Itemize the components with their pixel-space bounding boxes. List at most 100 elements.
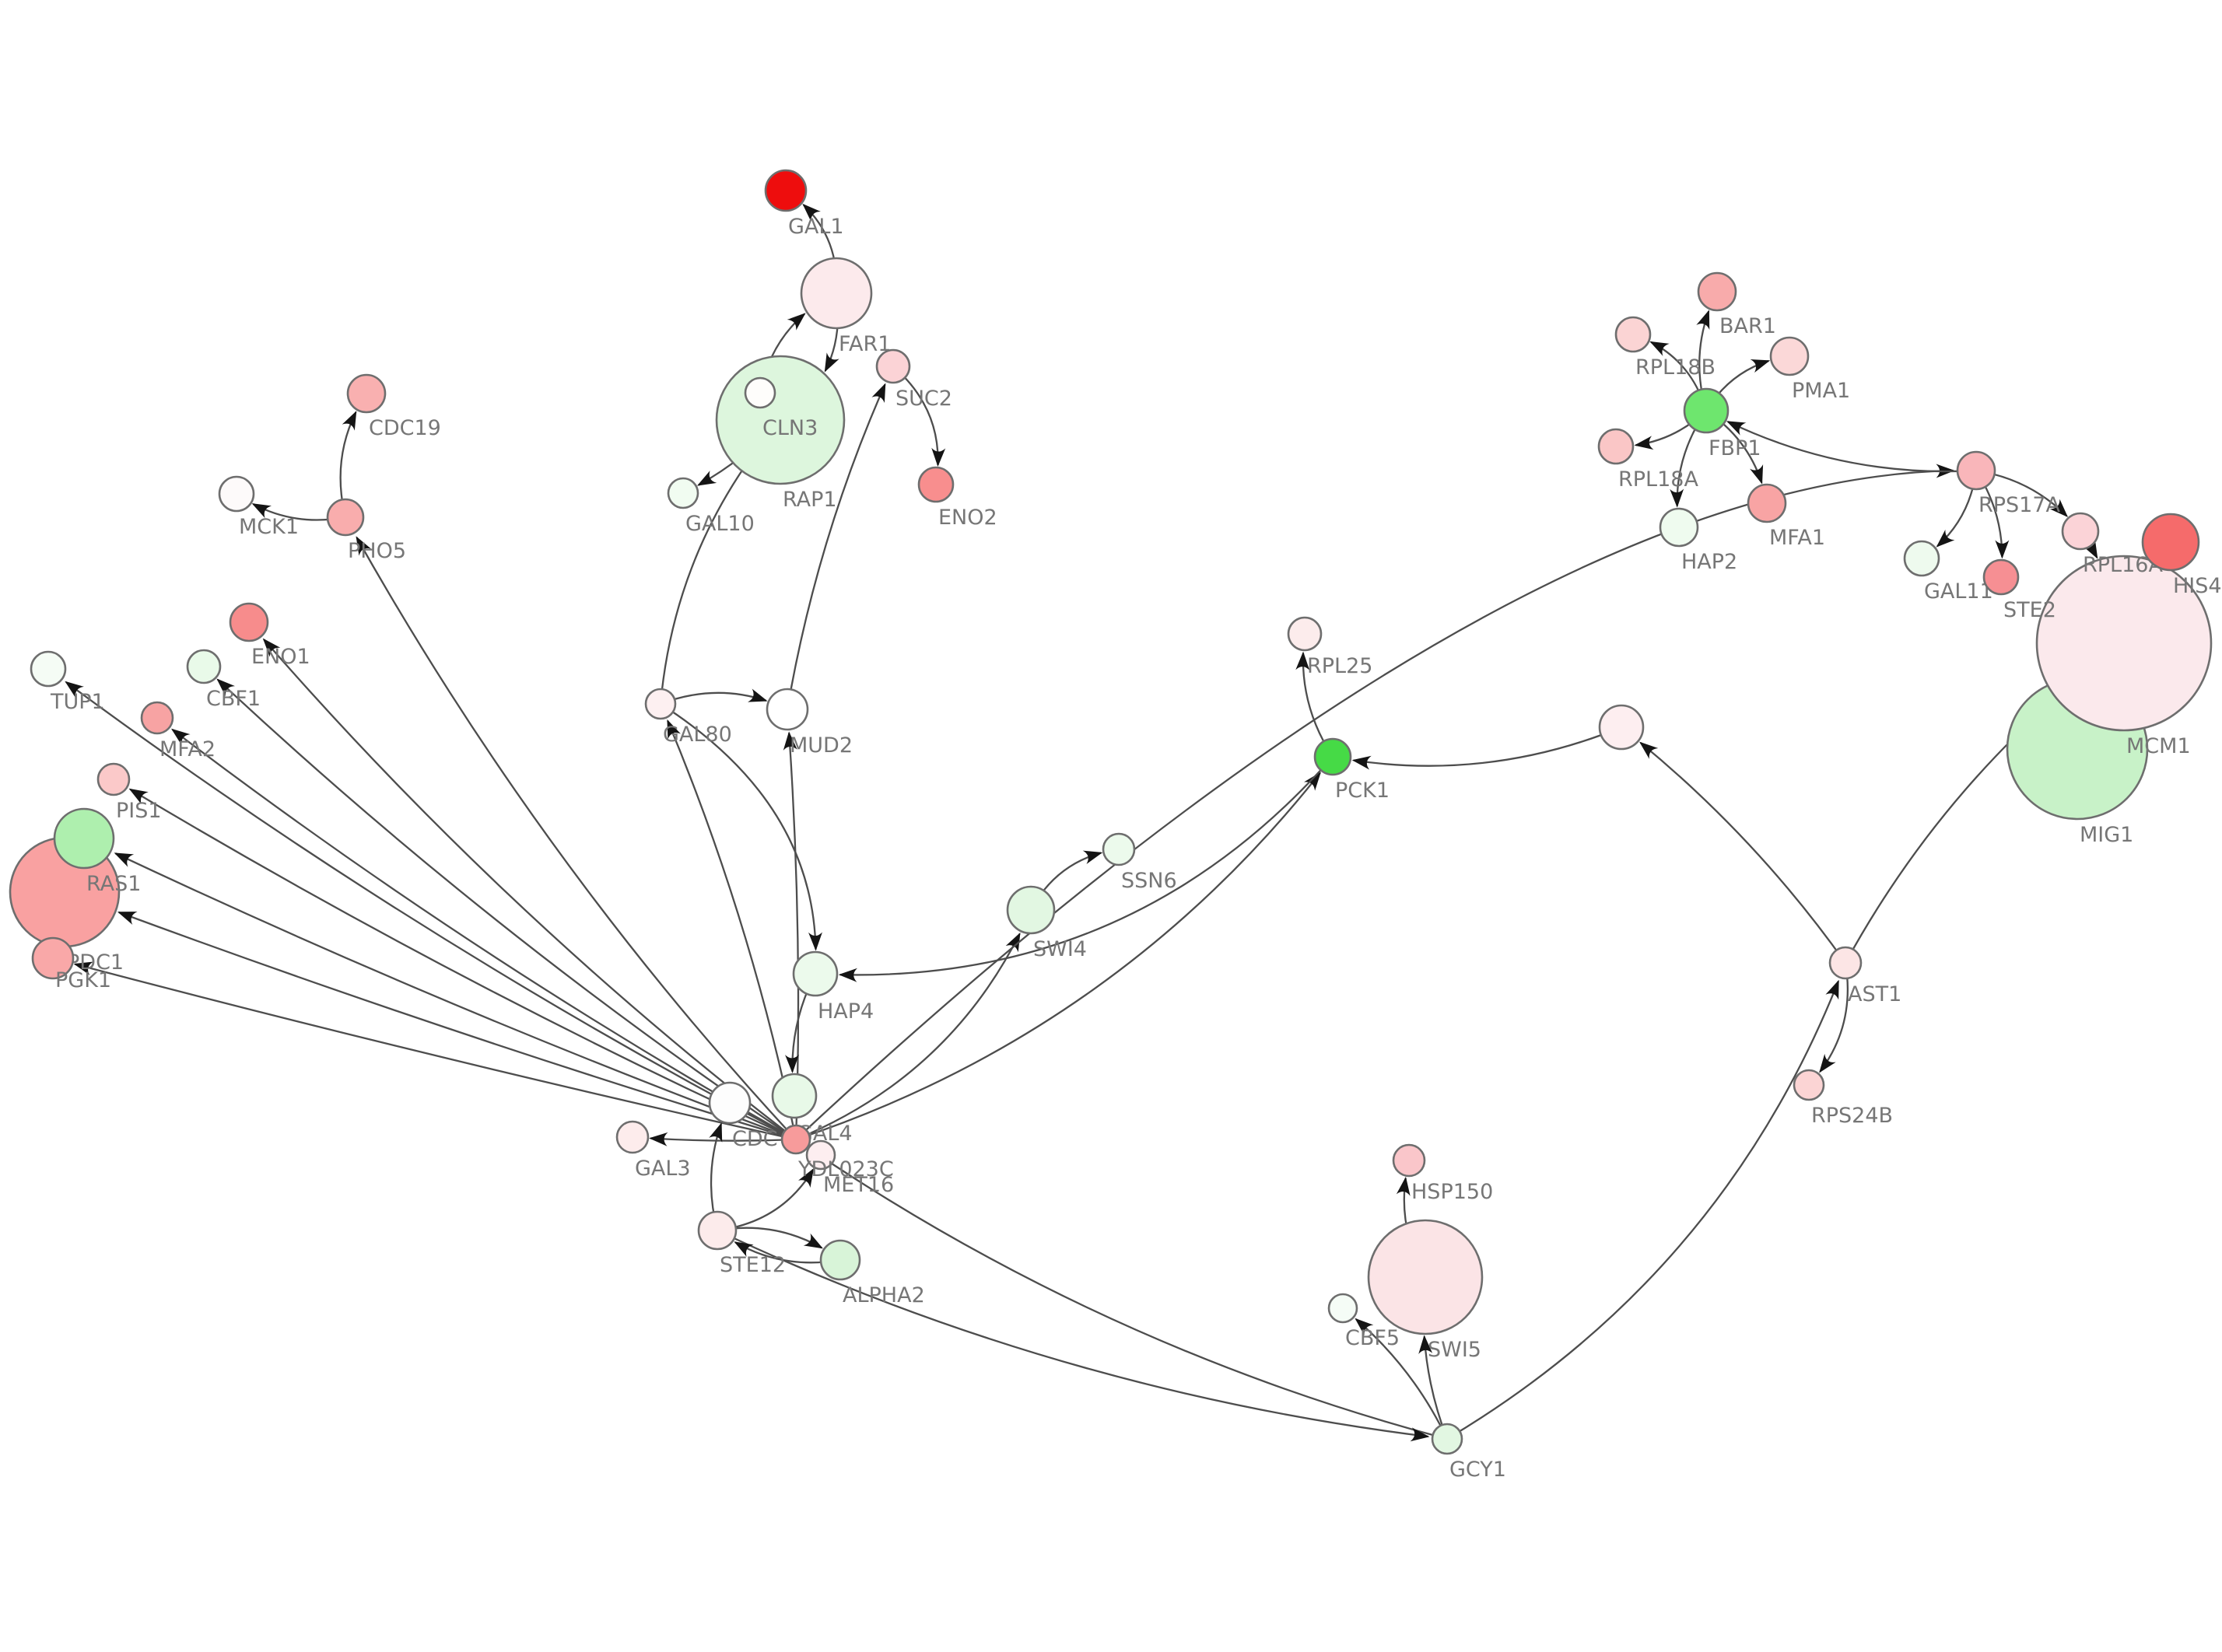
node-MUD2[interactable] <box>766 688 809 731</box>
node-label-MFA2: MFA2 <box>159 737 216 761</box>
node-MFA2[interactable] <box>140 701 174 735</box>
node-SWI5[interactable] <box>1367 1219 1484 1335</box>
node-label-RPL18A: RPL18A <box>1618 467 1698 492</box>
node-label-CBF1: CBF1 <box>206 687 261 711</box>
node-CBF5[interactable] <box>1327 1293 1358 1324</box>
node-ENO1[interactable] <box>229 602 269 642</box>
node-label-GAL80: GAL80 <box>663 723 732 747</box>
edge-STE12-GCY1[interactable] <box>717 1229 1430 1442</box>
edge-YDL023C-PGK1[interactable] <box>73 961 797 1141</box>
edge-YDL023C-RAS1[interactable] <box>114 852 797 1141</box>
node-label-RPL18B: RPL18B <box>1635 355 1716 380</box>
node-label-FAR1: FAR1 <box>839 332 891 356</box>
node-SSN6[interactable] <box>1102 832 1136 866</box>
edge-YDL023C-RPS17A[interactable] <box>795 464 1955 1140</box>
node-PMA1[interactable] <box>1769 336 1810 376</box>
node-FBP1[interactable] <box>1683 387 1730 434</box>
node-HAP2[interactable] <box>1659 507 1699 548</box>
node-label-CDC19: CDC19 <box>369 416 441 440</box>
node-label-GAL10: GAL10 <box>685 512 755 536</box>
edge-YDL023C-PIS1[interactable] <box>128 788 797 1141</box>
node-GAL4[interactable] <box>771 1073 818 1119</box>
node-ALPHA2[interactable] <box>819 1239 861 1281</box>
node-label-MCM1: MCM1 <box>2126 734 2191 758</box>
node-RPS24B[interactable] <box>1793 1069 1825 1101</box>
node-CLN3[interactable] <box>744 376 776 409</box>
node-label-AST1: AST1 <box>1848 982 1901 1006</box>
node-YDL023C[interactable] <box>780 1124 811 1155</box>
node-label-HIS4: HIS4 <box>2173 574 2222 598</box>
node-RPS17A[interactable] <box>1956 450 1996 491</box>
node-label-PMA1: PMA1 <box>1792 379 1850 403</box>
node-PGK1[interactable] <box>31 936 75 980</box>
node-GAL11[interactable] <box>1903 540 1940 577</box>
edge-YDL023C-PHO5[interactable] <box>356 536 797 1140</box>
node-label-ENO2: ENO2 <box>938 506 997 530</box>
node-GAL1[interactable] <box>764 169 808 212</box>
node-RPL25[interactable] <box>1287 616 1323 652</box>
node-SUC2[interactable] <box>875 348 911 384</box>
node-HIS4[interactable] <box>2141 513 2200 572</box>
edge-GAL80-MUD2[interactable] <box>660 688 768 705</box>
node-label-HAP2: HAP2 <box>1681 550 1737 574</box>
edge-GCY1-CBF5[interactable] <box>1355 1318 1449 1440</box>
node-NODE_X[interactable] <box>1598 704 1645 751</box>
node-GCY1[interactable] <box>1431 1423 1463 1455</box>
node-label-CLN3: CLN3 <box>762 416 818 440</box>
node-RPL16A[interactable] <box>2061 512 2100 551</box>
node-label-GAL3: GAL3 <box>635 1157 691 1181</box>
node-HAP4[interactable] <box>792 950 839 997</box>
node-MET16[interactable] <box>805 1139 836 1171</box>
node-AST1[interactable] <box>1828 946 1863 980</box>
node-BAR1[interactable] <box>1697 271 1737 312</box>
node-GAL80[interactable] <box>644 688 677 720</box>
node-HSP150[interactable] <box>1392 1143 1426 1178</box>
edge-YDL023C-SWI4[interactable] <box>795 932 1021 1141</box>
edge-YDL023C-PCK1[interactable] <box>795 772 1321 1141</box>
node-label-STE2: STE2 <box>2003 598 2056 622</box>
edge-YDL023C-CBF1[interactable] <box>216 678 797 1140</box>
node-PHO5[interactable] <box>326 498 365 537</box>
edge-RPS17A-FBP1[interactable] <box>1726 421 1977 473</box>
node-MFA1[interactable] <box>1747 483 1787 523</box>
edge-AST1-NODE_X[interactable] <box>1639 741 1846 964</box>
edge-YDL023C-GCY1[interactable] <box>795 1139 1448 1440</box>
node-label-PGK1: PGK1 <box>55 968 111 992</box>
node-label-SSN6: SSN6 <box>1121 869 1177 893</box>
node-ENO2[interactable] <box>917 466 955 503</box>
edge-YDL023C-ENO1[interactable] <box>262 638 797 1140</box>
node-PCK1[interactable] <box>1313 737 1352 776</box>
edge-YDL023C-GAL3[interactable] <box>649 1132 797 1146</box>
node-RPL18A[interactable] <box>1597 428 1635 465</box>
node-MCM1[interactable] <box>2035 555 2213 732</box>
node-label-PCK1: PCK1 <box>1335 779 1390 803</box>
node-STE2[interactable] <box>1982 558 2020 596</box>
edge-YDL023C-TUP1[interactable] <box>65 681 797 1141</box>
node-label-HSP150: HSP150 <box>1411 1180 1493 1204</box>
edge-NODE_X-PCK1[interactable] <box>1351 726 1622 770</box>
node-TUP1[interactable] <box>30 650 67 688</box>
node-label-RAP1: RAP1 <box>783 488 837 512</box>
node-FAR1[interactable] <box>800 257 873 330</box>
node-MCK1[interactable] <box>218 475 255 513</box>
node-label-MFA1: MFA1 <box>1769 526 1825 550</box>
node-label-RAS1: RAS1 <box>86 872 141 896</box>
node-STE12[interactable] <box>697 1210 738 1251</box>
node-RPL18B[interactable] <box>1614 316 1652 353</box>
node-RAS1[interactable] <box>53 807 115 870</box>
edge-PCK1-HAP4[interactable] <box>838 756 1334 982</box>
edge-MUD2-SUC2[interactable] <box>786 383 886 710</box>
edge-YDL023C-PDC1[interactable] <box>117 911 797 1141</box>
node-GAL3[interactable] <box>615 1120 650 1154</box>
node-CBF1[interactable] <box>186 649 222 684</box>
node-label-GAL11: GAL11 <box>1924 579 1993 604</box>
node-SWI4[interactable] <box>1006 885 1056 935</box>
node-label-MUD2: MUD2 <box>790 733 853 758</box>
node-PIS1[interactable] <box>96 762 131 796</box>
node-CDC19[interactable] <box>346 373 387 414</box>
edge-YDL023C-MFA2[interactable] <box>171 728 797 1141</box>
node-CDC_part[interactable] <box>708 1081 752 1125</box>
node-GAL10[interactable] <box>667 477 699 509</box>
edge-GAL80-HAP4[interactable] <box>660 703 822 951</box>
edge-GCY1-AST1[interactable] <box>1446 979 1839 1440</box>
